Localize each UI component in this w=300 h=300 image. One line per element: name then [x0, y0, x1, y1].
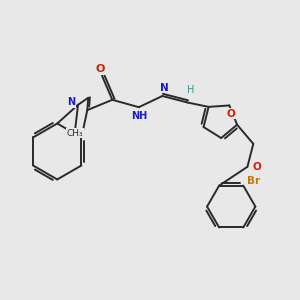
Text: N: N [160, 83, 169, 93]
Text: CH₃: CH₃ [67, 129, 83, 138]
Text: O: O [96, 64, 105, 74]
Text: Br: Br [247, 176, 260, 186]
Text: H: H [187, 85, 195, 95]
Text: NH: NH [131, 111, 148, 121]
Text: N: N [68, 98, 76, 107]
Text: O: O [253, 162, 261, 172]
Text: O: O [226, 109, 235, 119]
